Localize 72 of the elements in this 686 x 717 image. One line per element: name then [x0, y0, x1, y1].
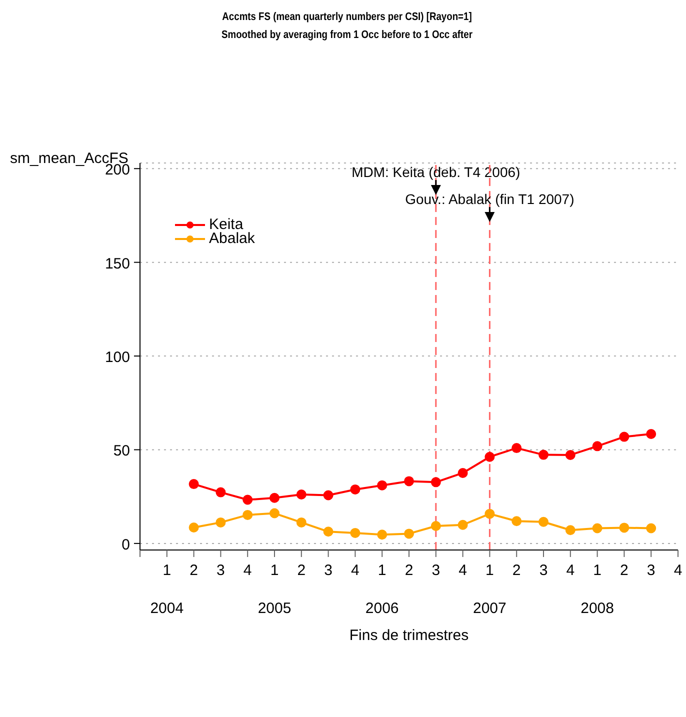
- point: [538, 450, 548, 460]
- point: [323, 526, 334, 537]
- point: [216, 487, 226, 498]
- y-tick-label: 50: [113, 442, 130, 460]
- point: [404, 476, 414, 486]
- x-tick-label: 1: [486, 562, 494, 579]
- point: [377, 480, 388, 490]
- point: [619, 522, 630, 533]
- text: 2004: [150, 600, 184, 617]
- text: 2007: [473, 600, 506, 617]
- text: 2006: [365, 600, 399, 617]
- point: [296, 517, 306, 528]
- x-tick-label: 3: [324, 562, 332, 579]
- y-tick-label: 0: [122, 536, 130, 554]
- point: [350, 484, 360, 494]
- x-tick-label: 4: [674, 562, 682, 579]
- point: [377, 530, 388, 540]
- x-tick-label: 4: [351, 562, 360, 579]
- point: [512, 443, 522, 454]
- point: [458, 468, 468, 478]
- x-tick-label: 2: [297, 562, 306, 579]
- x-tick-label: 1: [162, 562, 172, 579]
- point: [350, 528, 360, 538]
- text: 2005: [258, 600, 292, 617]
- x-axis-title: Fins de trimestres: [349, 627, 469, 644]
- point: [296, 490, 306, 500]
- x-tick-label: 3: [539, 562, 548, 579]
- x-tick-label: 3: [432, 562, 440, 579]
- point: [646, 428, 656, 439]
- x-tick-label: 4: [243, 562, 252, 579]
- x-tick-label: 2: [620, 562, 628, 579]
- y-tick-label: 150: [104, 255, 130, 272]
- point: [242, 510, 253, 520]
- y-tick-label: 100: [104, 349, 130, 366]
- x-tick-label: 3: [216, 562, 225, 579]
- point: [242, 494, 253, 505]
- x-tick-label: 4: [458, 562, 467, 579]
- legend-label: Keita: [209, 216, 244, 233]
- ref-line-label: Gouv.: Abalak (fin T1 2007): [405, 191, 574, 207]
- point: [565, 525, 576, 536]
- point: [188, 522, 199, 533]
- point: [538, 516, 548, 527]
- point: [484, 452, 495, 462]
- x-tick-label: 1: [593, 562, 602, 579]
- x-tick-label: 2: [404, 562, 414, 579]
- x-tick-label: 3: [646, 562, 656, 579]
- point: [619, 432, 630, 442]
- text: 2008: [580, 600, 614, 617]
- chart-title: Accmts FS (mean quarterly numbers per CSI) [Rayon=1]: [221, 10, 473, 25]
- x-tick-label: 2: [190, 562, 198, 579]
- point: [458, 520, 468, 530]
- point: [592, 523, 602, 534]
- point: [270, 492, 280, 503]
- point: [323, 490, 334, 500]
- x-tick-label: 2: [512, 562, 521, 579]
- point: [565, 450, 576, 460]
- point: [592, 441, 602, 452]
- point: [404, 528, 414, 539]
- point: [270, 508, 280, 518]
- legend-label: Abalak: [209, 230, 255, 247]
- x-tick-label: 1: [378, 562, 386, 579]
- point: [430, 477, 441, 488]
- point: [484, 508, 495, 519]
- chart-subtitle: Smoothed by averaging from 1 Occ before to 1 Occ after: [220, 28, 474, 43]
- point: [512, 516, 522, 526]
- point: [646, 523, 656, 534]
- point: [188, 479, 199, 490]
- x-tick-label: 1: [270, 562, 279, 579]
- ref-line-label: MDM: Keita (deb. T4 2006): [352, 164, 520, 180]
- point: [430, 521, 441, 532]
- x-tick-label: 4: [566, 562, 575, 579]
- point: [216, 517, 226, 528]
